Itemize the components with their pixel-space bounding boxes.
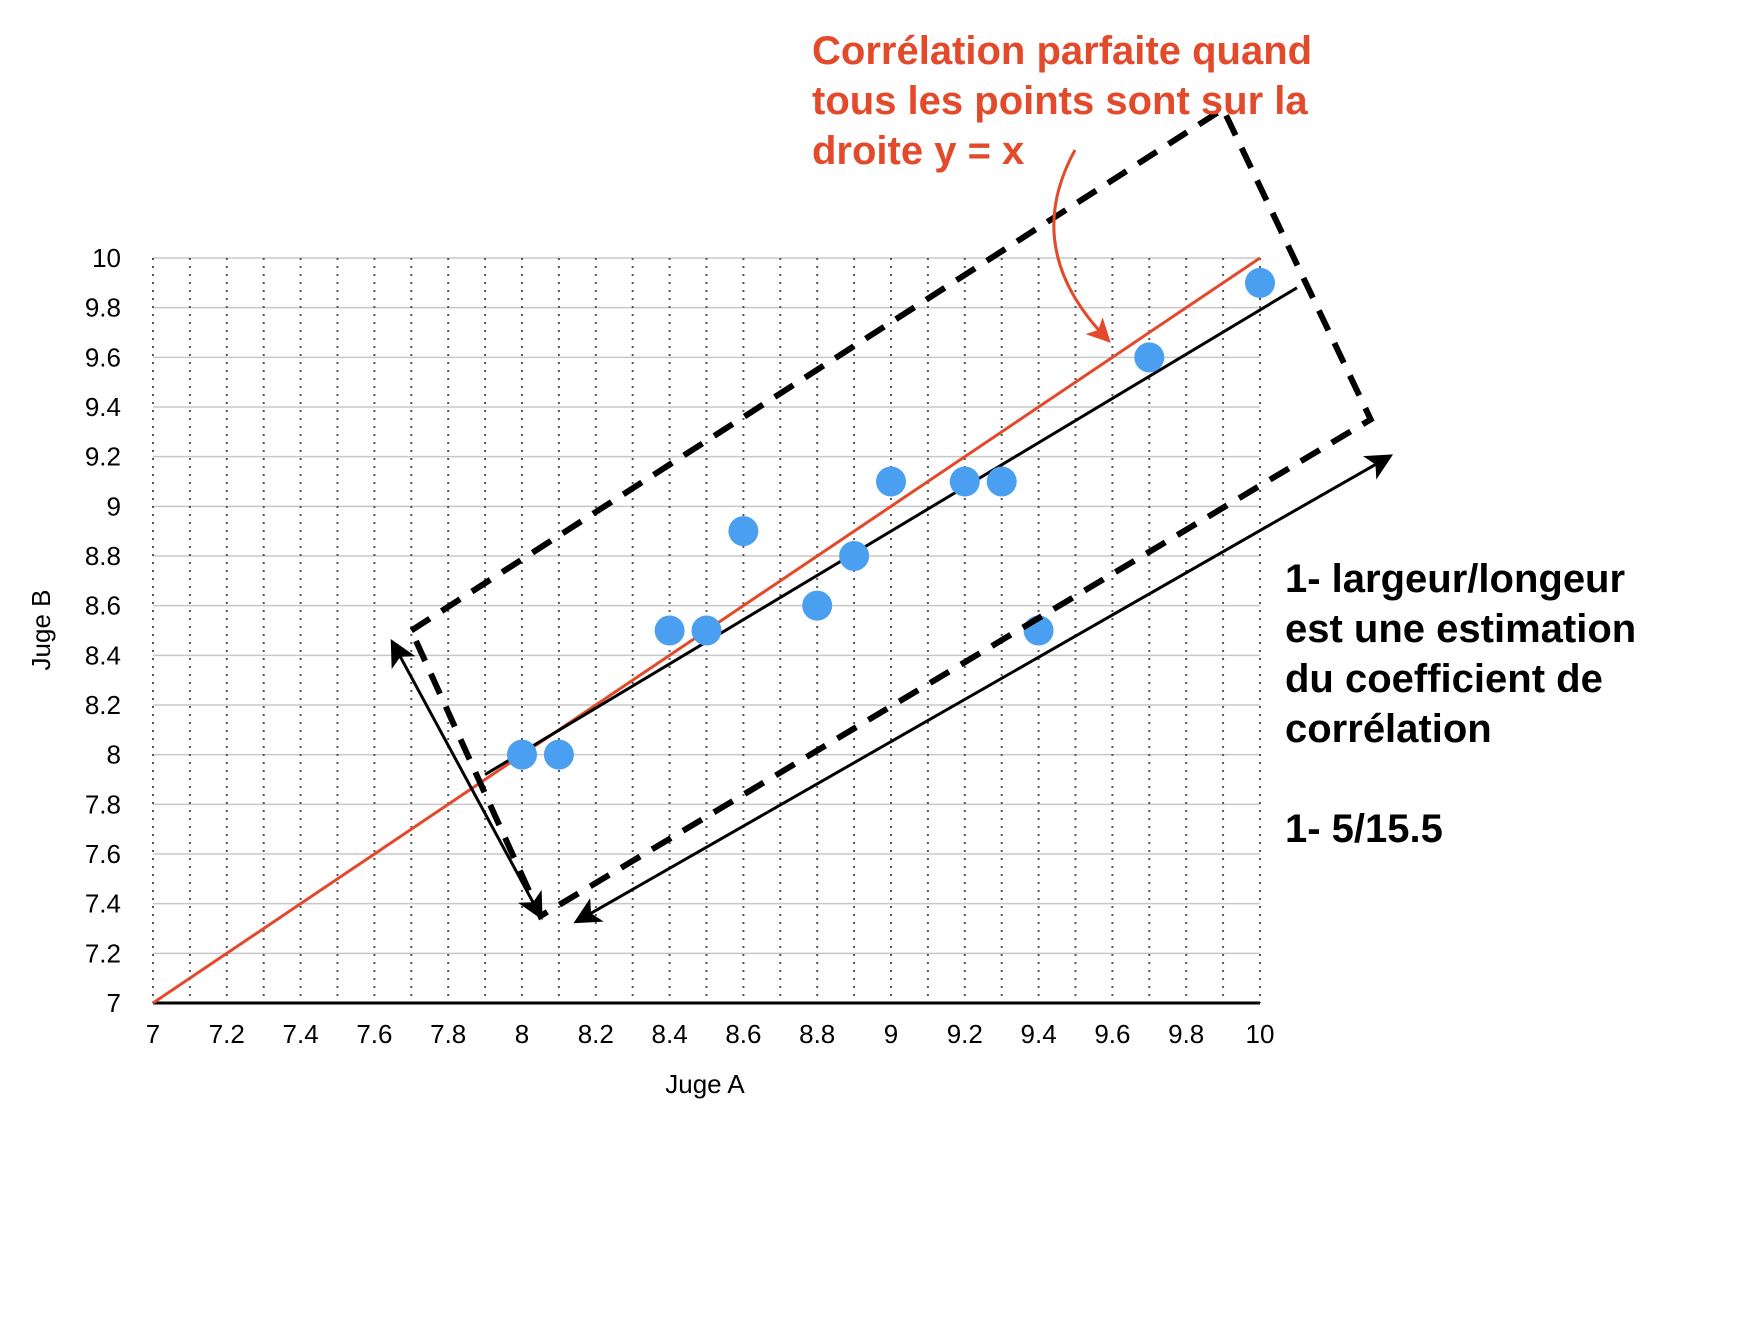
data-point: [949, 466, 980, 497]
black-annotation-line-1: 1- largeur/longeur: [1285, 557, 1625, 601]
y-axis-title: Juge B: [26, 590, 56, 671]
x-tick-label: 7.4: [283, 1019, 319, 1049]
red-annotation-line-2: tous les points sont sur la: [812, 79, 1308, 123]
y-tick-label: 8.8: [85, 541, 121, 571]
y-tick-label: 9.6: [85, 342, 121, 372]
y-tick-label: 9.4: [85, 392, 121, 422]
x-tick-label: 8.2: [578, 1019, 614, 1049]
y-tick-label: 8: [107, 740, 121, 770]
x-tick-label: 8.6: [725, 1019, 761, 1049]
data-point: [802, 590, 833, 621]
y-tick-label: 7.4: [85, 889, 121, 919]
x-tick-label: 9.4: [1021, 1019, 1057, 1049]
x-tick-label: 9.8: [1168, 1019, 1204, 1049]
data-point: [691, 615, 722, 646]
data-point: [1245, 267, 1275, 298]
data-points: [507, 267, 1275, 770]
data-point: [986, 466, 1017, 497]
red-annotation: Corrélation parfaite quand tous les poin…: [812, 29, 1312, 173]
data-point: [543, 739, 574, 770]
data-point: [839, 541, 870, 571]
y-tick-label: 8.2: [85, 690, 121, 720]
y-tick-label: 7.2: [85, 938, 121, 968]
formula-text: 1- 5/15.5: [1285, 807, 1443, 851]
data-point: [728, 516, 759, 547]
y-tick-label: 10: [92, 243, 121, 273]
x-tick-label: 7.6: [356, 1019, 392, 1049]
red-annotation-line-3: droite y = x: [812, 129, 1024, 173]
lines: [152, 256, 1298, 1005]
black-annotation: 1- largeur/longeur est une estimation du…: [1285, 557, 1636, 851]
y-tick-label: 9: [107, 491, 121, 521]
length-arrow: [573, 454, 1394, 924]
x-tick-label: 8.8: [799, 1019, 835, 1049]
red-curved-arrow: [1052, 149, 1111, 343]
black-annotation-line-2: est une estimation: [1285, 607, 1636, 651]
black-annotation-line-4: corrélation: [1285, 707, 1492, 751]
data-point: [1134, 342, 1165, 373]
y-tick-label: 7.6: [85, 839, 121, 869]
x-tick-label: 9: [884, 1019, 898, 1049]
red-annotation-line-1: Corrélation parfaite quand: [812, 29, 1312, 73]
data-point: [654, 615, 685, 646]
y-tick-label: 9.8: [85, 293, 121, 323]
width-arrow: [390, 638, 543, 921]
x-tick-label: 7.2: [209, 1019, 245, 1049]
fit-line: [484, 286, 1298, 776]
data-point: [507, 739, 537, 770]
axes: 7 7.2 7.4 7.6 7.8 8 8.2 8.4 8.6 8.8 9 9.2 9.4 9.6 9.8 1…: [85, 243, 1275, 1049]
x-tick-label: 8.4: [652, 1019, 688, 1049]
black-annotation-line-3: du coefficient de: [1285, 657, 1603, 701]
x-tick-label: 9.2: [947, 1019, 983, 1049]
y-tick-label: 9.2: [85, 442, 121, 472]
y-tick-label: 8.6: [85, 591, 121, 621]
y-tick-label: 8.4: [85, 640, 121, 670]
y-tick-label: 7.8: [85, 789, 121, 819]
x-tick-label: 10: [1246, 1019, 1275, 1049]
x-tick-label: 8: [515, 1019, 529, 1049]
y-tick-label: 7: [107, 988, 121, 1018]
x-tick-label: 7.8: [430, 1019, 466, 1049]
x-axis-title: Juge A: [665, 1069, 745, 1099]
x-tick-label: 9.6: [1094, 1019, 1130, 1049]
x-tick-label: 7: [146, 1019, 160, 1049]
data-point: [876, 466, 906, 497]
annotation-box: [390, 104, 1394, 924]
